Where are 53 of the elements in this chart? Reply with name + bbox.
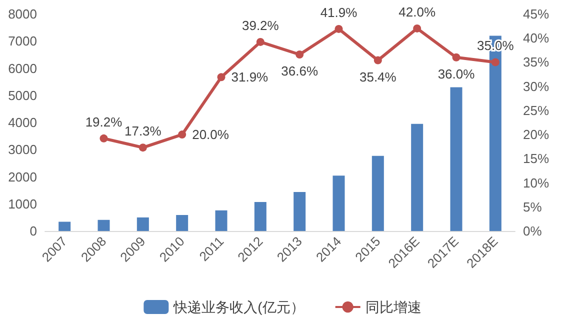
point bbox=[413, 24, 422, 32]
bar bbox=[215, 210, 228, 231]
point bbox=[256, 38, 264, 46]
y2-tick-label: 15% bbox=[523, 151, 550, 166]
bar bbox=[332, 176, 345, 231]
y-tick-label: 6000 bbox=[8, 60, 37, 76]
point bbox=[374, 56, 382, 64]
point bbox=[178, 130, 186, 139]
y-tick-label: 5000 bbox=[8, 88, 37, 103]
bar bbox=[136, 217, 149, 231]
bar bbox=[98, 220, 110, 231]
data-label: 20.0% bbox=[192, 127, 230, 142]
point bbox=[491, 58, 500, 66]
y-tick-label: 0 bbox=[30, 224, 37, 238]
bar bbox=[372, 156, 384, 231]
data-label: 35.4% bbox=[359, 69, 397, 84]
legend-label: 快递业务收入(亿元） bbox=[172, 299, 304, 315]
y2-tick-label: 5% bbox=[523, 199, 542, 214]
bar bbox=[176, 214, 188, 231]
y2-tick-label: 35% bbox=[523, 54, 550, 70]
y2-tick-label: 30% bbox=[523, 78, 550, 94]
data-label: 41.9% bbox=[320, 4, 358, 20]
y2-tick-label: 40% bbox=[523, 30, 550, 46]
bar bbox=[450, 87, 462, 231]
bar bbox=[411, 124, 424, 231]
y2-tick-label: 45% bbox=[523, 6, 550, 22]
point bbox=[217, 73, 226, 82]
bar bbox=[58, 222, 71, 231]
legend-label: 同比增速 bbox=[365, 299, 422, 315]
bar bbox=[254, 202, 266, 231]
y-tick-label: 8000 bbox=[8, 6, 37, 22]
data-label: 42.0% bbox=[398, 4, 436, 20]
point bbox=[296, 50, 304, 59]
point bbox=[100, 134, 108, 142]
y-tick-label: 1000 bbox=[8, 196, 37, 212]
data-label: 31.9% bbox=[231, 70, 269, 85]
y2-tick-label: 25% bbox=[523, 102, 550, 118]
y-tick-label: 7000 bbox=[8, 34, 37, 49]
data-label: 19.2% bbox=[85, 114, 123, 130]
y-tick-label: 4000 bbox=[8, 115, 37, 130]
y2-tick-label: 10% bbox=[523, 175, 550, 190]
data-label: 17.3% bbox=[124, 124, 162, 139]
y2-tick-label: 20% bbox=[523, 127, 550, 142]
bar bbox=[294, 192, 306, 231]
point bbox=[138, 144, 147, 152]
point bbox=[334, 24, 343, 33]
y2-tick-label: 0% bbox=[523, 224, 542, 238]
y-tick-label: 3000 bbox=[8, 142, 37, 158]
data-label: 39.2% bbox=[242, 18, 280, 33]
data-label: 36.0% bbox=[438, 66, 476, 82]
point bbox=[452, 53, 460, 62]
data-label: 36.6% bbox=[281, 64, 318, 79]
y-tick-label: 2000 bbox=[8, 169, 37, 184]
